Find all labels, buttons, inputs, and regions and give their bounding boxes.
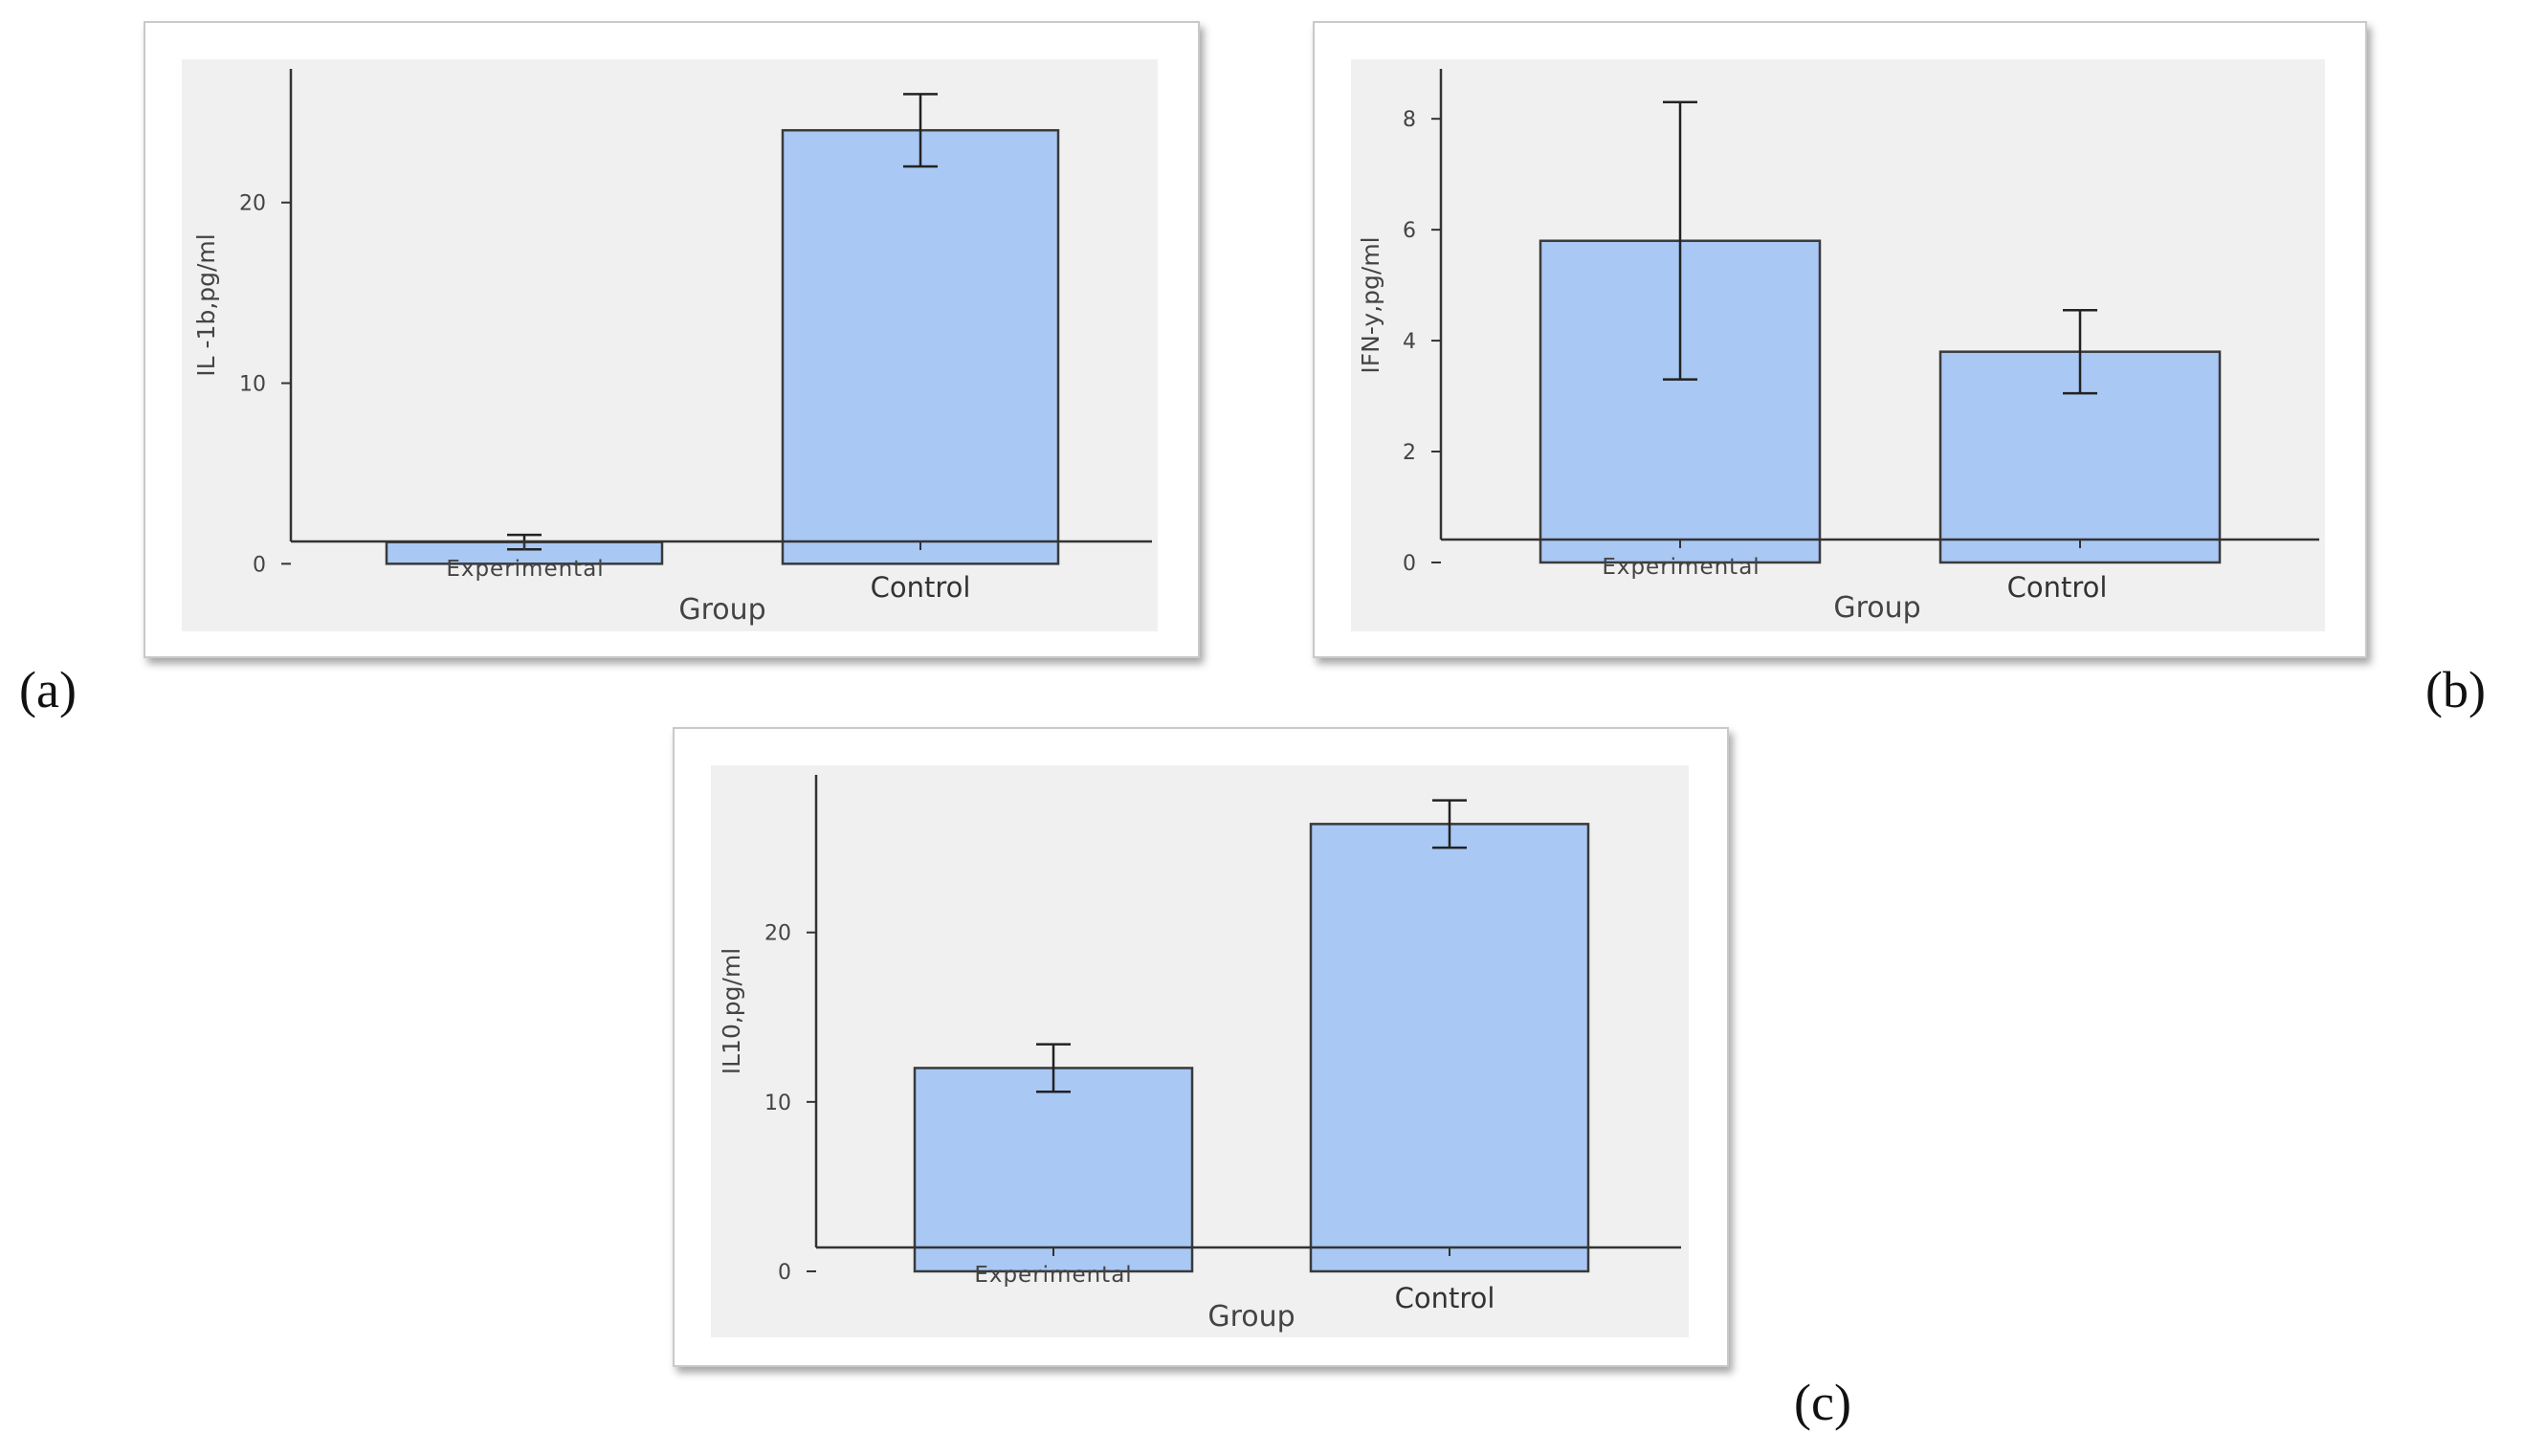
chart-panel-a: 0 10 20 IL -1b,pg/ml Group Experimental Co…	[144, 21, 1200, 658]
y-tick-label-20: 20	[764, 922, 791, 946]
chart-c-svg: 0 10 20 IL10,pg/ml Group Experimental Cont…	[711, 765, 1689, 1337]
chart-b-svg: 0 2 4 6 8 IFN-y,pg/ml Group Experimental Con…	[1351, 59, 2325, 631]
y-tick-label-2: 2	[1403, 441, 1416, 465]
x-tick-label-experimental: Experimental	[974, 1263, 1132, 1288]
y-axis-label: IFN-y,pg/ml	[1357, 236, 1384, 373]
x-tick-label-experimental: Experimental	[446, 557, 604, 582]
y-tick-label-10: 10	[239, 373, 266, 397]
x-tick-label-control: Control	[1395, 1282, 1495, 1314]
y-tick-label-0: 0	[1403, 552, 1416, 576]
x-tick-label-control: Control	[871, 571, 971, 604]
x-axis-label: Group	[678, 593, 765, 627]
y-tick-label-0: 0	[778, 1261, 791, 1285]
y-tick-label-10: 10	[764, 1092, 791, 1115]
chart-a-svg: 0 10 20 IL -1b,pg/ml Group Experimental Co…	[182, 59, 1158, 631]
bar-control	[781, 128, 1060, 565]
y-tick-label-6: 6	[1403, 219, 1416, 243]
chart-panel-b: 0 2 4 6 8 IFN-y,pg/ml Group Experimental Con…	[1313, 21, 2367, 658]
bar-experimental	[913, 1067, 1194, 1273]
x-axis-label: Group	[1207, 1300, 1295, 1334]
y-tick-label-4: 4	[1403, 330, 1416, 354]
x-tick-label-experimental: Experimental	[1602, 555, 1760, 580]
panel-label-a: (a)	[19, 661, 77, 718]
y-axis-label: IL10,pg/ml	[718, 948, 745, 1075]
y-tick-label-20: 20	[239, 192, 266, 216]
y-axis-label: IL -1b,pg/ml	[192, 233, 220, 376]
bar-control	[1309, 823, 1590, 1273]
x-axis-label: Group	[1833, 591, 1920, 625]
chart-panel-c: 0 10 20 IL10,pg/ml Group Experimental Cont…	[673, 727, 1729, 1367]
y-tick-label-0: 0	[253, 553, 266, 577]
y-tick-label-8: 8	[1403, 108, 1416, 132]
panel-label-b: (b)	[2425, 661, 2486, 718]
x-tick-label-control: Control	[2007, 571, 2108, 604]
panel-label-c: (c)	[1794, 1374, 1851, 1431]
